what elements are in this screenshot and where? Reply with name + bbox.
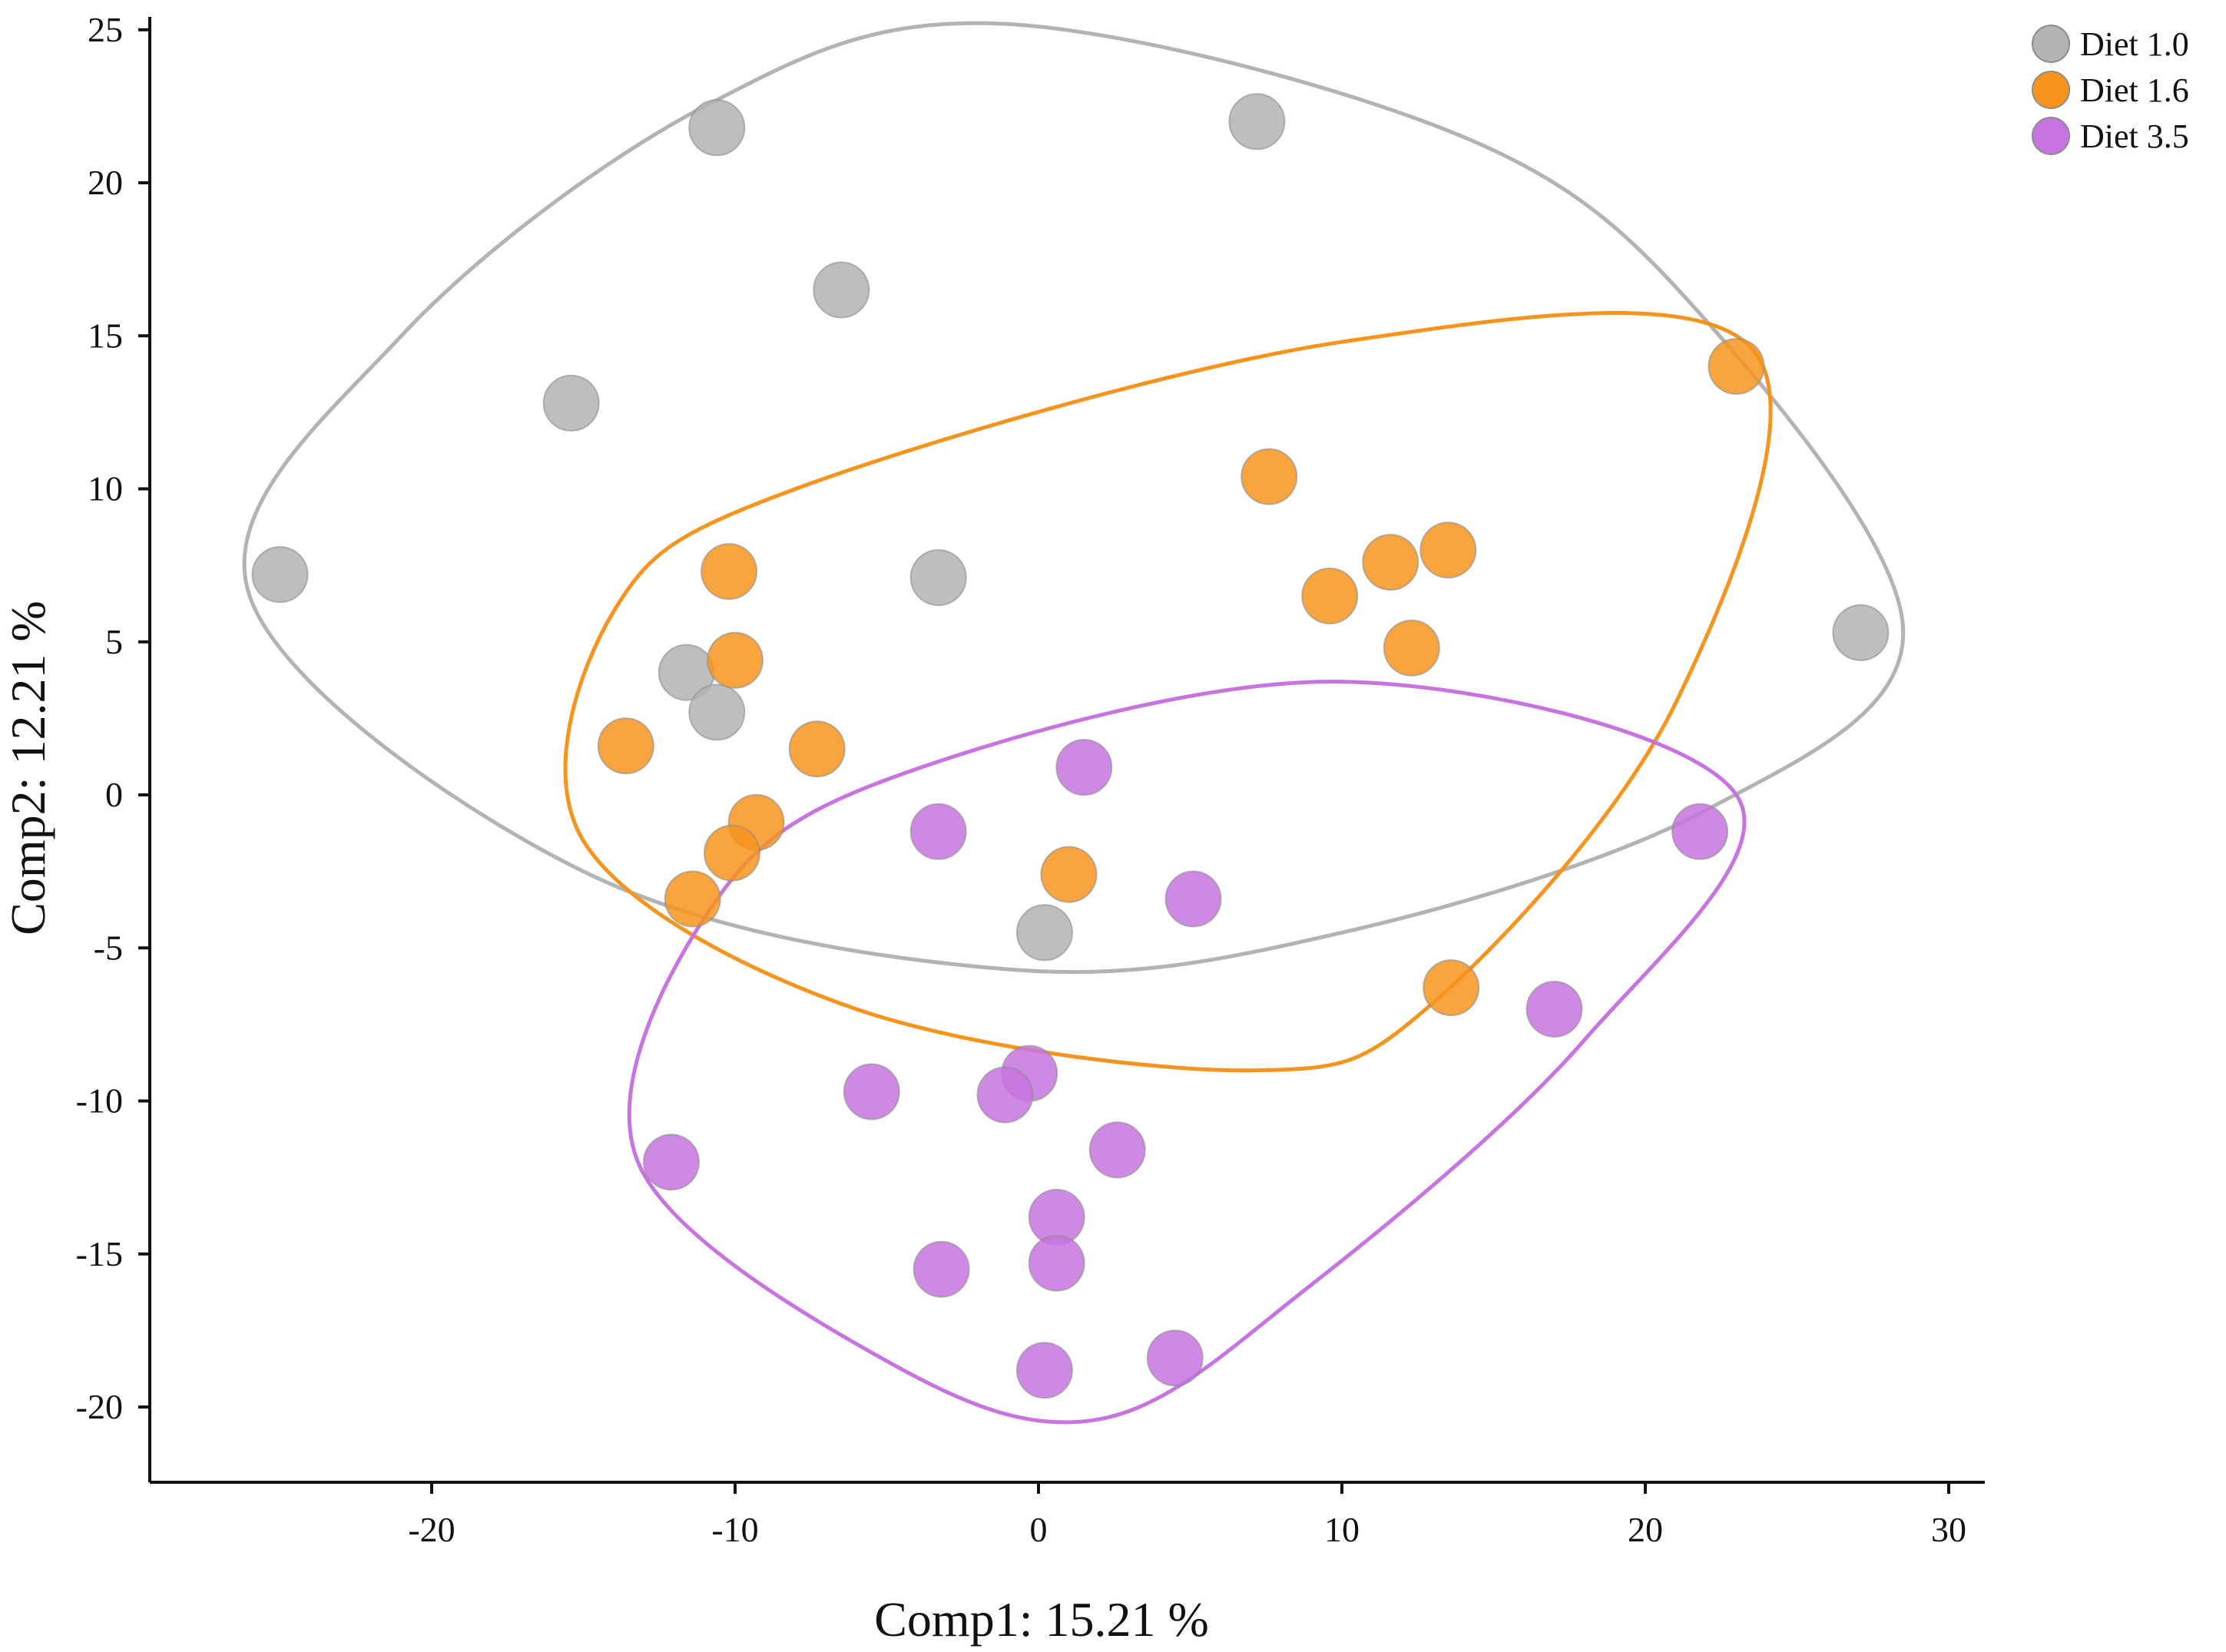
point-diet-1-0: [813, 261, 870, 319]
point-diet-3-5: [976, 1066, 1034, 1124]
y-tick-label: -15: [76, 1234, 123, 1273]
legend-label: Diet 1.6: [2080, 71, 2189, 109]
point-diet-1-6: [597, 717, 654, 775]
point-diet-1-0: [251, 546, 309, 604]
boundary-diet-1-0: [242, 21, 1906, 975]
point-diet-1-6: [707, 631, 764, 689]
point-diet-1-6: [701, 543, 758, 601]
y-axis-ticks: -20 -15 -10 -5 0 5 10 15 20 25: [76, 10, 150, 1426]
point-diet-1-6: [1040, 846, 1098, 903]
x-tick-label: 10: [1324, 1510, 1360, 1549]
point-diet-3-5: [643, 1134, 700, 1191]
axes: -20 -10 0 10 20 30 -20 -15 -10 -5 0 5 10 15 20 25: [76, 10, 1985, 1549]
legend-label: Diet 1.0: [2080, 25, 2189, 63]
point-diet-1-6: [664, 870, 721, 928]
y-tick-label: -20: [76, 1387, 123, 1426]
x-tick-label: 20: [1628, 1510, 1663, 1549]
point-diet-1-6: [704, 824, 760, 882]
point-diet-3-5: [1525, 981, 1583, 1038]
x-tick-label: 0: [1030, 1510, 1048, 1549]
point-diet-3-5: [1015, 1342, 1073, 1399]
point-diet-3-5: [909, 803, 967, 860]
point-diet-1-6: [1708, 338, 1765, 396]
y-tick-label: 25: [88, 10, 123, 49]
point-diet-3-5: [843, 1063, 900, 1121]
x-tick-label: -10: [711, 1510, 758, 1549]
boundary-diet-3-5: [627, 680, 1747, 1425]
data-points: [251, 93, 1890, 1399]
y-tick-label: -10: [76, 1081, 123, 1121]
y-tick-label: -5: [94, 928, 123, 967]
y-tick-label: 15: [88, 316, 123, 355]
point-diet-1-6: [1423, 959, 1480, 1017]
point-diet-1-6: [788, 720, 846, 778]
point-diet-1-0: [909, 549, 967, 607]
y-tick-label: 5: [105, 622, 123, 661]
point-diet-1-0: [1015, 904, 1073, 962]
point-diet-1-0: [688, 99, 746, 157]
point-diet-3-5: [913, 1240, 970, 1298]
y-tick-label: 10: [88, 469, 123, 508]
x-axis-ticks: -20 -10 0 10 20 30: [408, 1482, 1966, 1549]
point-diet-1-6: [1241, 448, 1298, 505]
y-tick-label: 20: [88, 163, 123, 202]
legend-label: Diet 3.5: [2080, 118, 2189, 155]
point-diet-3-5: [1055, 739, 1113, 796]
point-diet-1-0: [688, 684, 746, 741]
point-diet-3-5: [1146, 1329, 1204, 1387]
point-diet-1-6: [1301, 568, 1359, 624]
legend: Diet 1.0 Diet 1.6 Diet 3.5: [2032, 25, 2189, 155]
y-tick-label: 0: [105, 775, 123, 814]
x-tick-label: 30: [1931, 1510, 1966, 1549]
point-diet-3-5: [1028, 1234, 1085, 1292]
x-axis-title: Comp1: 15.21 %: [874, 1592, 1209, 1647]
boundary-diet-1-6: [563, 311, 1773, 1073]
legend-marker: [2032, 25, 2070, 63]
point-diet-3-5: [1671, 803, 1729, 860]
y-axis-title: Comp2: 12.21 %: [1, 601, 55, 935]
point-diet-1-0: [1228, 93, 1286, 151]
point-diet-1-0: [1832, 604, 1890, 661]
legend-marker: [2032, 71, 2070, 109]
point-diet-1-6: [1419, 521, 1477, 579]
x-tick-label: -20: [408, 1510, 455, 1549]
point-diet-1-6: [1383, 619, 1440, 677]
point-diet-1-6: [1362, 534, 1419, 591]
legend-marker: [2032, 117, 2070, 155]
point-diet-3-5: [1164, 870, 1222, 928]
point-diet-1-0: [542, 374, 600, 432]
point-diet-3-5: [1088, 1121, 1146, 1179]
